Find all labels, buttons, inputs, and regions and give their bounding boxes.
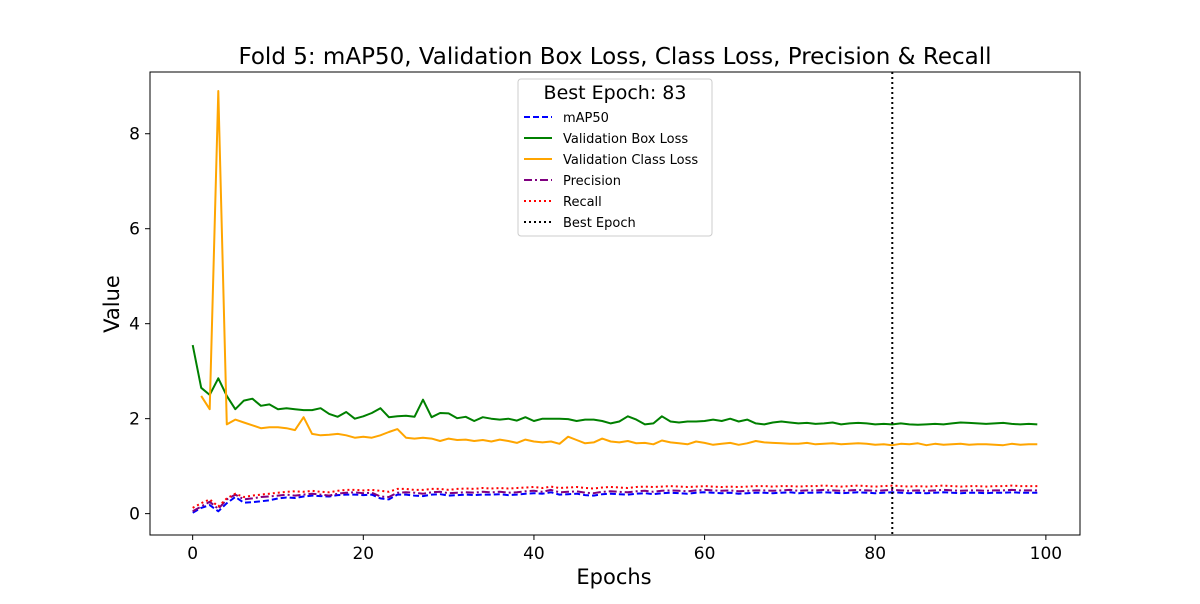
plot-area — [191, 72, 1038, 535]
legend-title: Best Epoch: 83 — [544, 82, 687, 104]
series-line-validation-box-loss — [191, 344, 1038, 426]
legend-box — [517, 78, 713, 237]
legend-label-validation-box-loss: Validation Box Loss — [563, 132, 688, 147]
x-tick-label: 60 — [694, 544, 716, 564]
x-tick-label: 20 — [352, 544, 374, 564]
series-line-map50 — [192, 491, 1038, 514]
legend-label-best-epoch: Best Epoch — [563, 216, 636, 231]
series-line-precision — [192, 488, 1038, 513]
x-tick-label: 40 — [523, 544, 545, 564]
x-tick-label: 100 — [1030, 544, 1062, 564]
x-axis-label: Epochs — [576, 565, 651, 589]
x-tick-label: 0 — [187, 544, 198, 564]
y-tick-label: 8 — [129, 125, 140, 145]
series-line-validation-class-loss — [200, 90, 1038, 447]
plot-frame — [149, 71, 1081, 536]
y-tick-label: 6 — [129, 220, 140, 240]
legend-label-precision: Precision — [563, 174, 621, 189]
y-axis-label: Value — [100, 275, 124, 333]
legend-label-validation-class-loss: Validation Class Loss — [563, 153, 698, 168]
y-tick-label: 4 — [129, 315, 140, 335]
chart-title: Fold 5: mAP50, Validation Box Loss, Clas… — [238, 44, 991, 70]
axes: 0 20 40 60 80 100 0 2 4 6 8 — [129, 71, 1081, 564]
series-line-recall — [192, 484, 1038, 509]
legend-label-map50: mAP50 — [563, 111, 609, 126]
y-tick-label: 2 — [129, 410, 140, 430]
x-tick-label: 80 — [864, 544, 886, 564]
legend: Best Epoch: 83 mAP50 Validation Box Loss V… — [517, 78, 713, 237]
legend-label-recall: Recall — [563, 195, 602, 210]
y-tick-label: 0 — [129, 505, 140, 525]
